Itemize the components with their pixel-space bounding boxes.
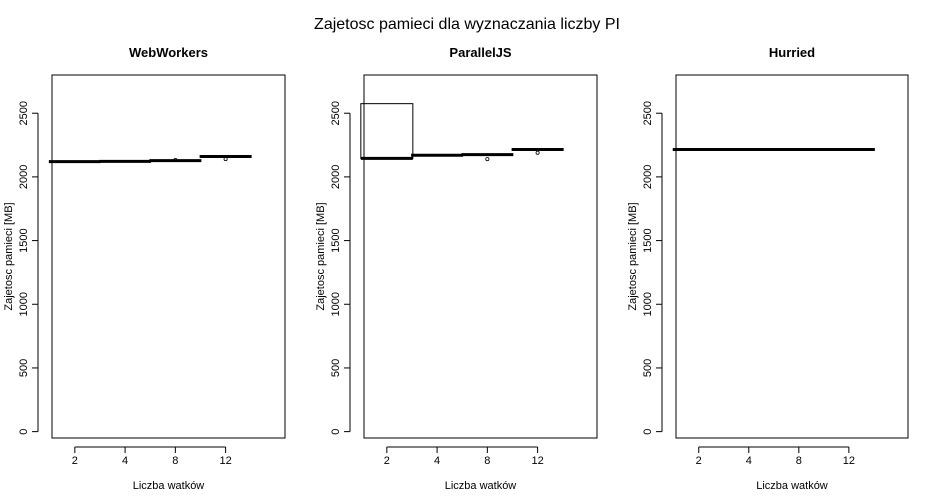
y-tick-label: 2500 [642,101,654,125]
outlier-point [173,157,178,162]
y-tick-label: 1500 [642,228,654,252]
x-axis-label: Liczba watków [133,480,205,492]
y-tick-label: 2500 [18,101,30,125]
outlier-point [223,157,228,162]
panel-title: ParallelJS [449,45,511,60]
y-tick-label: 0 [642,429,654,435]
box-8 [149,157,202,163]
box-2 [360,103,414,160]
y-tick-label: 2000 [642,165,654,189]
x-tick-label: 2 [384,455,390,467]
plot-frame [51,74,286,439]
x-tick-label: 4 [746,455,752,467]
box-12 [199,155,252,162]
outlier-point [535,150,540,155]
y-axis-label: Zajetosc pamieci [MB] [315,202,327,310]
x-tick-label: 4 [122,455,128,467]
y-tick-label: 1000 [18,292,30,316]
x-tick-label: 8 [172,455,178,467]
panel-title: Hurried [769,45,815,60]
x-tick-label: 4 [434,455,440,467]
y-axis-label: Zajetosc pamieci [MB] [3,202,15,310]
x-tick-label: 2 [696,455,702,467]
plot-frame [363,74,598,439]
y-tick-label: 0 [330,429,342,435]
x-tick-label: 8 [484,455,490,467]
y-tick-label: 2000 [18,165,30,189]
y-tick-label: 1000 [642,292,654,316]
y-tick-label: 500 [642,359,654,377]
x-tick-label: 12 [531,455,543,467]
box-body [360,103,414,159]
x-tick-label: 8 [796,455,802,467]
y-tick-label: 1500 [330,228,342,252]
panel-webworkers: WebWorkers 0 500 1000 1500 2000 2500 Zajetosc p… [3,45,286,492]
box-8 [461,153,514,162]
panel-hurried: Hurried 0 500 1000 1500 2000 2500 Zajetosc pami… [627,45,909,492]
x-tick-label: 12 [843,455,855,467]
y-tick-label: 500 [18,359,30,377]
y-tick-label: 2000 [330,165,342,189]
panel-title: WebWorkers [129,45,208,60]
y-axis-label: Zajetosc pamieci [MB] [627,202,639,310]
x-tick-label: 2 [72,455,78,467]
y-tick-label: 500 [330,359,342,377]
x-tick-label: 12 [219,455,231,467]
x-axis-label: Liczba watków [756,480,828,492]
y-tick-label: 1500 [18,228,30,252]
plot-frame [675,74,909,439]
y-tick-label: 0 [18,429,30,435]
box-12 [511,148,564,155]
x-axis-label: Liczba watków [445,480,517,492]
y-tick-label: 1000 [330,292,342,316]
y-tick-label: 2500 [330,101,342,125]
chart-title: Zajetosc pamieci dla wyznaczania liczby … [314,16,620,33]
panel-paralleljs: ParallelJS 0 500 1000 1500 2000 2500 Zajetosc p… [315,45,598,492]
outlier-point [485,157,490,162]
